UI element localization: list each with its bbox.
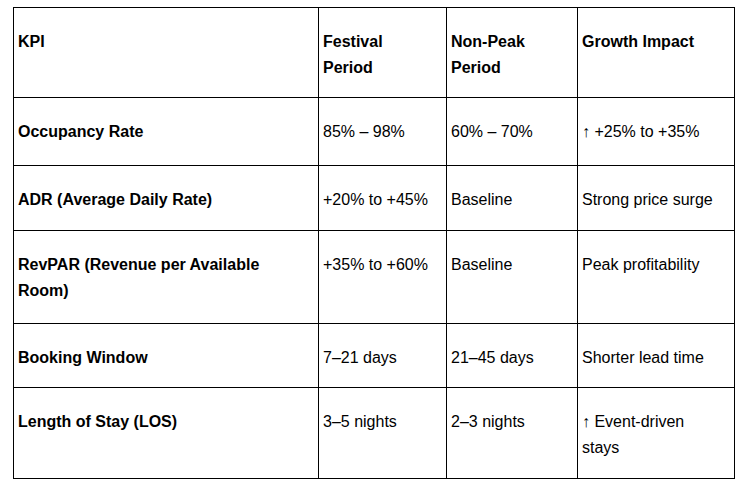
column-header-festival-period: Festival Period	[319, 8, 447, 98]
table-header-row: KPI Festival Period Non-Peak Period Grow…	[14, 8, 735, 98]
festival-value-cell: +20% to +45%	[319, 166, 447, 231]
kpi-name-cell: Booking Window	[14, 324, 319, 388]
table-row-occupancy-rate: Occupancy Rate 85% – 98% 60% – 70% ↑ +25…	[14, 98, 735, 166]
festival-value-cell: 7–21 days	[319, 324, 447, 388]
non-peak-value-cell: 2–3 nights	[447, 388, 578, 479]
table-row-booking-window: Booking Window 7–21 days 21–45 days Shor…	[14, 324, 735, 388]
kpi-comparison-table: KPI Festival Period Non-Peak Period Grow…	[13, 7, 735, 479]
table-row-revpar: RevPAR (Revenue per Available Room) +35%…	[14, 231, 735, 324]
growth-impact-cell: Strong price surge	[578, 166, 735, 231]
table-row-adr: ADR (Average Daily Rate) +20% to +45% Ba…	[14, 166, 735, 231]
column-header-non-peak-period: Non-Peak Period	[447, 8, 578, 98]
column-header-growth-impact: Growth Impact	[578, 8, 735, 98]
kpi-name-cell: RevPAR (Revenue per Available Room)	[14, 231, 319, 324]
growth-impact-cell: ↑ +25% to +35%	[578, 98, 735, 166]
festival-value-cell: 3–5 nights	[319, 388, 447, 479]
kpi-name-cell: ADR (Average Daily Rate)	[14, 166, 319, 231]
growth-impact-cell: Shorter lead time	[578, 324, 735, 388]
growth-impact-cell: ↑ Event-driven stays	[578, 388, 735, 479]
kpi-name-cell: Length of Stay (LOS)	[14, 388, 319, 479]
festival-value-cell: 85% – 98%	[319, 98, 447, 166]
non-peak-value-cell: Baseline	[447, 166, 578, 231]
non-peak-value-cell: 21–45 days	[447, 324, 578, 388]
non-peak-value-cell: 60% – 70%	[447, 98, 578, 166]
table-row-length-of-stay: Length of Stay (LOS) 3–5 nights 2–3 nigh…	[14, 388, 735, 479]
kpi-name-cell: Occupancy Rate	[14, 98, 319, 166]
non-peak-value-cell: Baseline	[447, 231, 578, 324]
festival-value-cell: +35% to +60%	[319, 231, 447, 324]
document-page: KPI Festival Period Non-Peak Period Grow…	[0, 0, 755, 485]
column-header-kpi: KPI	[14, 8, 319, 98]
growth-impact-cell: Peak profitability	[578, 231, 735, 324]
